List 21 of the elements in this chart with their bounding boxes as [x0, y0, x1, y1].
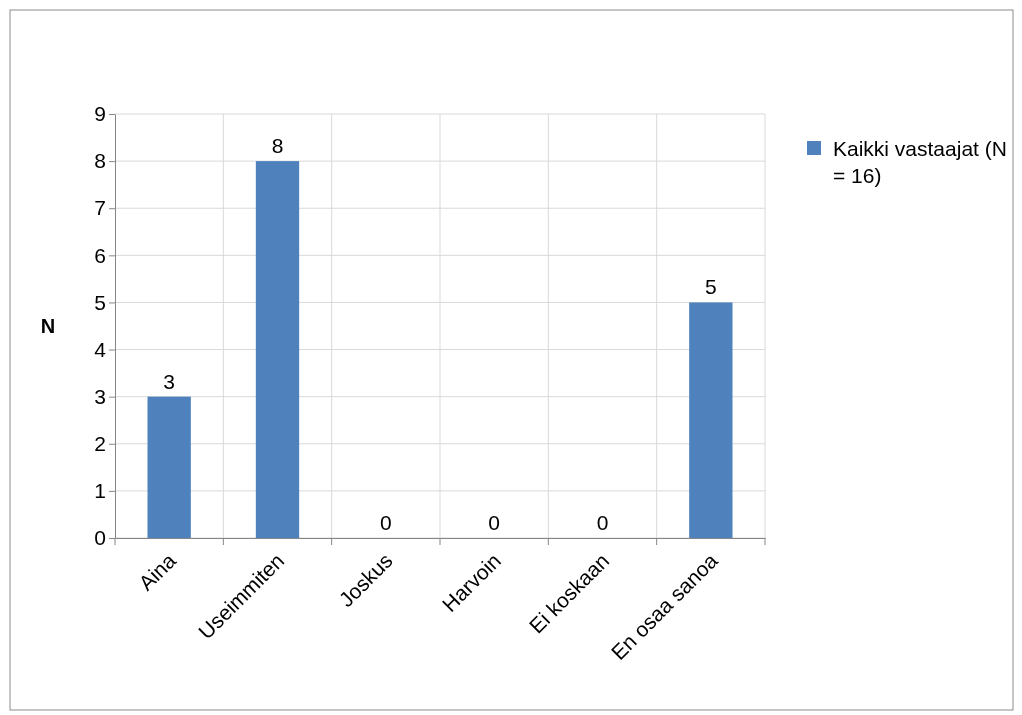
- bar: [255, 161, 300, 538]
- data-label: 8: [271, 134, 284, 158]
- y-tick-label: 0: [94, 526, 106, 550]
- y-tick-label: 1: [94, 479, 106, 503]
- data-label: 0: [596, 511, 609, 534]
- y-tick-label: 6: [94, 243, 106, 267]
- data-label: 0: [488, 511, 501, 534]
- y-tick-label: 9: [94, 102, 106, 126]
- y-axis-title: N: [40, 315, 56, 337]
- y-tick-label: 8: [94, 149, 106, 173]
- bar: [147, 396, 191, 538]
- y-tick-label: 7: [94, 196, 106, 220]
- y-tick-label: 3: [94, 384, 106, 408]
- data-label: 5: [704, 275, 717, 299]
- data-label: 0: [379, 511, 392, 534]
- bar: [689, 302, 733, 538]
- y-tick-label: 2: [94, 432, 106, 455]
- y-tick-label: 4: [94, 337, 107, 361]
- legend-label: Kaikki vastaajat (N = 16): [833, 137, 1007, 187]
- y-tick-label: 5: [94, 290, 106, 314]
- data-label: 3: [163, 369, 176, 393]
